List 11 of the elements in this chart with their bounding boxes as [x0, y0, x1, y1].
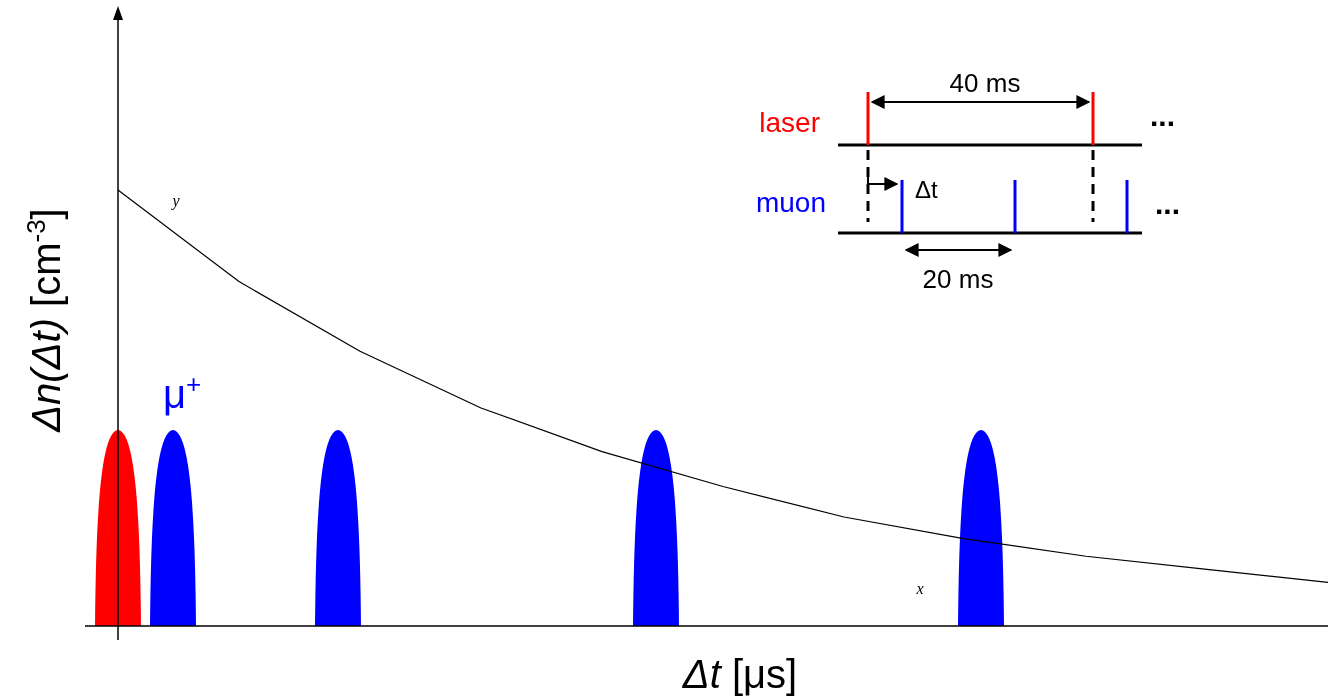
text: ... [1150, 99, 1176, 132]
text: laser [759, 107, 820, 138]
annotation: 20 ms [922, 264, 994, 294]
annotation: μ$^{+}$ [162, 369, 202, 416]
annotation: y [170, 192, 181, 210]
annotation: ... [1155, 187, 1181, 220]
text: 40 ms [949, 68, 1021, 98]
annotation: muon [755, 187, 826, 218]
x-axis-title: Δt [μs] [681, 652, 798, 696]
annotation: Δt [915, 176, 939, 203]
annotation: x [915, 580, 924, 597]
